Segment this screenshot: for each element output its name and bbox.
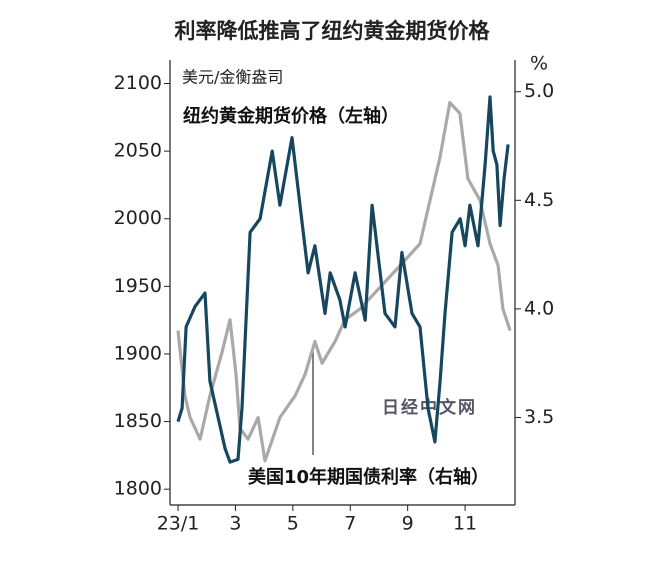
y-axis-label: 美元/金衡盎司	[182, 68, 283, 87]
y-tick-label: 1850	[114, 410, 162, 432]
y2-axis-label: %	[530, 53, 548, 75]
x-tick-label: 5	[287, 513, 299, 535]
chart-title: 利率降低推高了纽约黄金期货价格	[175, 19, 491, 43]
series-line	[176, 101, 512, 463]
x-tick-label: 11	[453, 513, 477, 535]
y-tick-label: 1800	[114, 478, 162, 500]
y-tick-label: 2050	[114, 140, 162, 162]
y-tick-label: 2000	[114, 207, 162, 229]
x-tick-label: 23/1	[157, 513, 200, 535]
series-line	[176, 95, 510, 464]
y2-tick-label: 5.0	[524, 80, 554, 102]
y2-tick-label: 3.5	[524, 406, 554, 428]
y2-tick-label: 4.0	[524, 297, 554, 319]
y2-tick-label: 4.5	[524, 189, 554, 211]
y-tick-label: 2100	[114, 72, 162, 94]
y-tick-label: 1950	[114, 275, 162, 297]
legend-label: 纽约黄金期货价格（左轴）	[183, 105, 399, 127]
y-tick-label: 1900	[114, 342, 162, 364]
x-tick-label: 3	[229, 513, 241, 535]
x-tick-label: 7	[344, 513, 356, 535]
legend-label: 美国10年期国债利率（右轴）	[248, 466, 489, 488]
x-tick-label: 9	[402, 513, 414, 535]
